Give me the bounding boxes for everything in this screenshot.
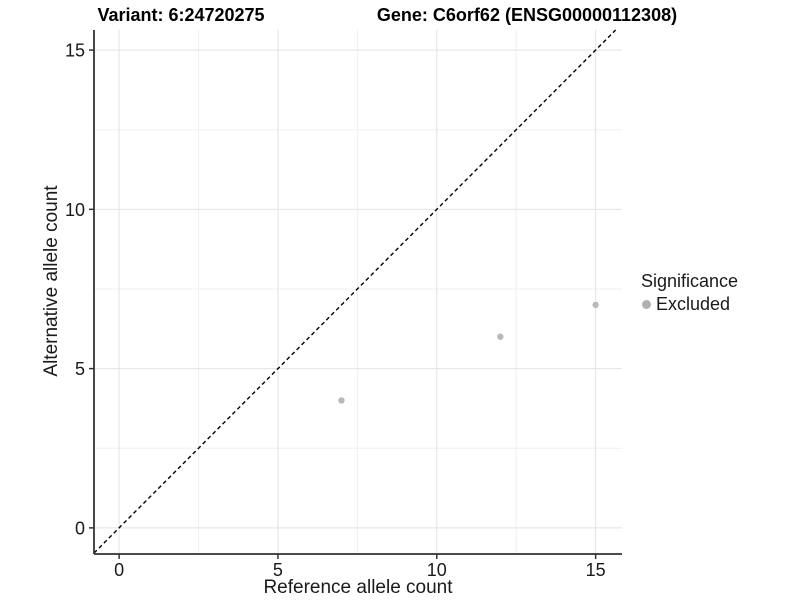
data-point (338, 397, 345, 404)
plot-title-variant: Variant: 6:24720275 (97, 5, 265, 25)
identity-line (93, 29, 617, 554)
plot-title-gene: Gene: C6orf62 (ENSG00000112308) (376, 5, 678, 25)
legend-point-icon (642, 300, 651, 309)
y-tick-label: 15 (65, 41, 85, 61)
legend-title: Significance (641, 271, 739, 291)
x-tick-label: 5 (273, 560, 283, 580)
y-axis-title: Alternative allele count (41, 185, 62, 377)
y-tick-label: 10 (65, 200, 85, 220)
x-tick-label: 10 (427, 560, 447, 580)
x-tick-label: 15 (586, 560, 606, 580)
y-tick-label: 5 (75, 359, 85, 379)
legend-item-label: Excluded (656, 294, 731, 314)
legend: Significance Excluded (641, 271, 738, 315)
data-point (497, 333, 504, 340)
data-point (592, 301, 599, 309)
legend-item-excluded: Excluded (642, 294, 738, 315)
x-tick-label: 0 (114, 560, 124, 580)
y-tick-label: 0 (75, 518, 85, 538)
x-axis-title: Reference allele count (263, 577, 453, 598)
